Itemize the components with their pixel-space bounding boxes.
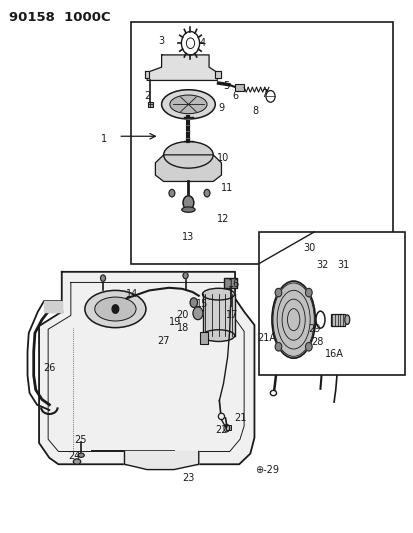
Text: 31: 31: [336, 260, 349, 270]
Text: 12: 12: [216, 214, 228, 224]
Ellipse shape: [85, 290, 145, 328]
Circle shape: [303, 317, 307, 322]
Text: 20: 20: [176, 310, 188, 320]
Polygon shape: [44, 301, 62, 312]
Ellipse shape: [271, 281, 315, 358]
Circle shape: [305, 343, 311, 351]
Text: 28: 28: [311, 337, 323, 347]
Ellipse shape: [95, 297, 136, 321]
Text: 23: 23: [182, 473, 194, 482]
Text: 21A: 21A: [257, 333, 275, 343]
Text: 30: 30: [302, 243, 315, 253]
Text: 29: 29: [307, 324, 320, 334]
Ellipse shape: [73, 459, 81, 464]
Text: 3: 3: [158, 36, 164, 45]
Text: 17: 17: [225, 310, 237, 320]
Ellipse shape: [163, 142, 213, 168]
Circle shape: [305, 288, 311, 297]
Circle shape: [190, 298, 197, 308]
Circle shape: [169, 189, 174, 197]
Polygon shape: [147, 55, 217, 80]
Text: 15: 15: [195, 298, 208, 309]
Ellipse shape: [78, 453, 84, 457]
Text: ⊕-29: ⊕-29: [254, 465, 278, 474]
Text: 90158  1000C: 90158 1000C: [9, 11, 110, 25]
Bar: [224, 278, 236, 288]
Bar: [147, 102, 153, 107]
Circle shape: [112, 305, 119, 313]
Bar: [225, 425, 231, 430]
Text: 6: 6: [231, 91, 237, 101]
Text: 9: 9: [218, 103, 224, 113]
Polygon shape: [155, 155, 221, 181]
Text: 25: 25: [74, 435, 86, 446]
Text: 27: 27: [157, 336, 169, 346]
Bar: [131, 22, 392, 264]
Text: 10: 10: [217, 153, 229, 163]
Bar: [199, 332, 208, 344]
Ellipse shape: [202, 330, 234, 342]
Text: 13: 13: [182, 232, 194, 243]
Text: 22: 22: [215, 425, 227, 435]
Circle shape: [275, 288, 281, 297]
Polygon shape: [145, 71, 149, 78]
Ellipse shape: [161, 90, 215, 119]
Text: 4: 4: [199, 38, 205, 48]
Polygon shape: [215, 71, 221, 78]
Text: 18: 18: [177, 322, 189, 333]
Circle shape: [100, 275, 105, 281]
Text: 26: 26: [43, 362, 55, 373]
Circle shape: [183, 272, 188, 279]
Circle shape: [204, 189, 209, 197]
Bar: [258, 232, 404, 375]
Polygon shape: [39, 272, 254, 464]
Bar: [202, 294, 235, 336]
Ellipse shape: [202, 288, 234, 300]
Text: 16A: 16A: [324, 349, 343, 359]
Text: 5: 5: [223, 81, 229, 91]
Polygon shape: [124, 451, 198, 470]
Bar: [234, 84, 243, 91]
Text: 21: 21: [233, 413, 246, 423]
Text: 1: 1: [100, 134, 107, 144]
Text: 2: 2: [144, 91, 150, 101]
Text: 19: 19: [169, 317, 181, 327]
Text: 8: 8: [252, 106, 258, 116]
Text: 24: 24: [68, 451, 80, 461]
Circle shape: [275, 343, 281, 351]
Ellipse shape: [344, 315, 349, 325]
Text: 11: 11: [220, 183, 233, 193]
Circle shape: [183, 196, 193, 209]
Text: 7: 7: [260, 88, 266, 99]
Ellipse shape: [169, 95, 206, 114]
Bar: [330, 314, 344, 326]
Circle shape: [192, 307, 202, 320]
Text: 14: 14: [126, 289, 138, 299]
Ellipse shape: [181, 207, 195, 212]
Text: 32: 32: [316, 260, 328, 270]
Text: 16: 16: [227, 279, 240, 288]
